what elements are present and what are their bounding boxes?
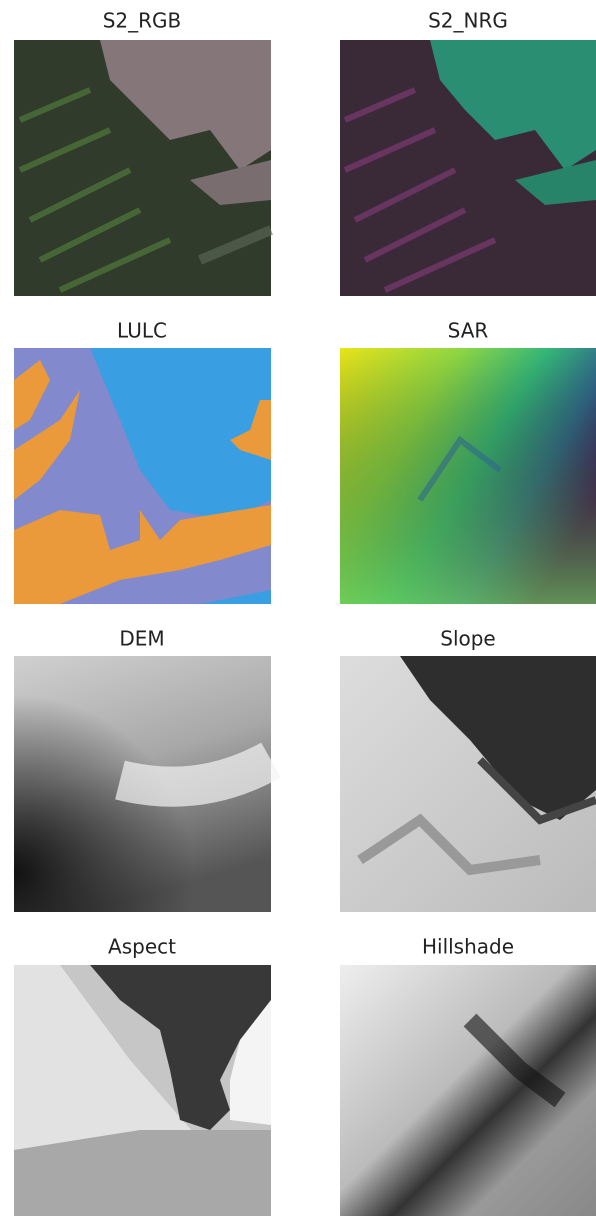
panel-title: S2_RGB xyxy=(103,9,182,33)
panel-title: Aspect xyxy=(108,935,176,959)
figure: S2_RGB S2_NRG LULC SAR DEM Slope Aspect … xyxy=(0,0,596,1216)
sar-image xyxy=(340,348,596,604)
aspect-image xyxy=(14,965,271,1216)
s2-rgb-image xyxy=(14,40,271,296)
panel-title: LULC xyxy=(117,319,167,343)
panel-title: DEM xyxy=(119,627,164,651)
panel-title: S2_NRG xyxy=(428,9,508,33)
hillshade-image xyxy=(340,965,596,1216)
lulc-image xyxy=(14,348,271,604)
s2-nrg-image xyxy=(340,40,596,296)
panel-title: Slope xyxy=(440,627,496,651)
panel-title: SAR xyxy=(448,319,489,343)
slope-image xyxy=(340,656,596,912)
panel-title: Hillshade xyxy=(422,935,514,959)
dem-image xyxy=(14,656,271,912)
